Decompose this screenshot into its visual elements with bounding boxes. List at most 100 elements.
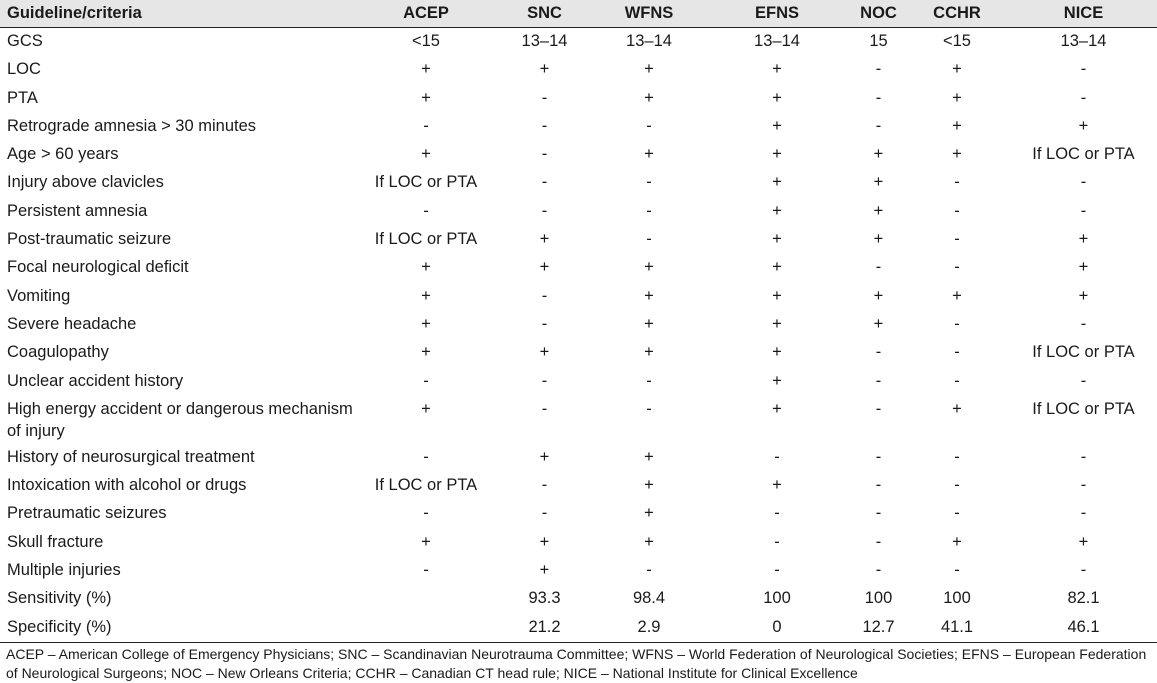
column-header: NOC: [853, 0, 904, 28]
column-header: EFNS: [701, 0, 853, 28]
table-cell: -: [954, 561, 960, 580]
table-cell: [360, 585, 492, 613]
table-cell: -: [541, 173, 548, 192]
table-cell: -: [875, 258, 882, 277]
table-row: Multiple injuries - + - - - - -: [0, 557, 1157, 585]
table-cell: +: [952, 399, 962, 418]
table-cell: -: [1080, 88, 1087, 107]
table-cell: -: [774, 447, 780, 466]
table-cell: +: [644, 447, 654, 466]
table-body: GCS <15 13–14 13–14 13–14 15 <15 13–14 LOC + + + + - +…: [0, 28, 1157, 643]
table-cell: -: [954, 447, 960, 466]
table-cell: -: [541, 314, 548, 333]
row-label: High energy accident or dangerous mechan…: [7, 399, 353, 440]
table-cell: 100: [943, 589, 971, 608]
table-cell: +: [539, 447, 550, 466]
table-cell: +: [772, 145, 782, 164]
table-cell: -: [954, 258, 960, 277]
table-cell: -: [646, 371, 652, 390]
header-row: Guideline/criteria ACEP SNC WFNS EFNS NO…: [0, 0, 1157, 28]
table-cell: +: [772, 60, 782, 79]
table-cell: +: [539, 343, 550, 362]
table-cell: -: [1080, 447, 1087, 466]
table-row: High energy accident or dangerous mechan…: [0, 396, 1157, 444]
table-row: PTA + - + + - + -: [0, 85, 1157, 113]
table-cell: -: [423, 447, 429, 466]
table-cell: -: [875, 343, 882, 362]
table-cell: 46.1: [1010, 613, 1157, 643]
table-cell: -: [1080, 476, 1087, 495]
table-row: Vomiting + - + + + + +: [0, 283, 1157, 311]
table-cell: -: [423, 561, 429, 580]
table-cell: +: [952, 286, 962, 305]
row-label: History of neurosurgical treatment: [7, 447, 255, 466]
table-cell: +: [644, 258, 654, 277]
table-cell: 13–14: [626, 32, 672, 50]
table-cell: 15: [869, 32, 888, 50]
table-cell: -: [954, 173, 960, 192]
row-label: Intoxication with alcohol or drugs: [7, 476, 247, 495]
table-cell: -: [875, 60, 882, 79]
table-cell: [360, 613, 492, 643]
column-header: WFNS: [597, 0, 701, 28]
row-label: LOC: [7, 60, 41, 79]
table-row: Specificity (%) 21.2 2.9 0 12.7 41.1 46.1: [0, 613, 1157, 643]
table-cell: 21.2: [492, 613, 597, 643]
table-cell: -: [1080, 504, 1087, 523]
table-row: Sensitivity (%) 93.3 98.4 100 100 100 82.1: [0, 585, 1157, 613]
table-cell: -: [875, 532, 882, 551]
table-cell: +: [421, 532, 431, 551]
table-cell: 93.3: [528, 589, 561, 608]
table-row: Age > 60 years + - + + + + If LOC or PTA: [0, 141, 1157, 169]
table-cell: -: [1080, 173, 1087, 192]
table-row: Retrograde amnesia > 30 minutes - - - + - + +: [0, 113, 1157, 141]
table-cell: +: [539, 60, 550, 79]
table-cell: +: [952, 60, 962, 79]
table-cell: +: [421, 258, 431, 277]
table-cell: -: [875, 371, 882, 390]
table-cell: -: [954, 504, 960, 523]
table-cell: -: [954, 230, 960, 249]
table-row: Unclear accident history - - - + - - -: [0, 368, 1157, 396]
table-cell: +: [772, 173, 782, 192]
table-cell: -: [541, 399, 548, 418]
table-cell: -: [954, 343, 960, 362]
table-cell: 12.7: [853, 613, 904, 643]
table-row: Focal neurological deficit + + + + - - +: [0, 254, 1157, 282]
table-cell: -: [1080, 314, 1087, 333]
table-cell: +: [772, 201, 782, 220]
table-cell: 82.1: [1067, 589, 1100, 608]
table-cell: -: [875, 116, 882, 135]
table-cell: +: [644, 504, 654, 523]
row-label: Sensitivity (%): [7, 589, 112, 608]
table-cell: -: [774, 561, 780, 580]
row-label: Vomiting: [7, 286, 71, 305]
table-cell: -: [541, 116, 548, 135]
row-label: Persistent amnesia: [7, 201, 148, 220]
table-cell: 98.4: [632, 589, 666, 608]
table-cell: +: [1078, 286, 1089, 305]
table-cell: +: [772, 314, 782, 333]
table-row: Persistent amnesia - - - + + - -: [0, 198, 1157, 226]
table-cell: +: [421, 60, 431, 79]
table-cell: -: [875, 561, 882, 580]
table-cell: -: [423, 116, 429, 135]
table-cell: -: [541, 88, 548, 107]
table-cell: +: [772, 286, 782, 305]
table-cell: +: [644, 88, 654, 107]
table-row: Intoxication with alcohol or drugs If LOC…: [0, 472, 1157, 500]
table-cell: +: [772, 399, 782, 418]
table-cell: -: [774, 504, 780, 523]
table-cell: If LOC or PTA: [374, 476, 478, 495]
column-header: Guideline/criteria: [0, 0, 360, 28]
table-cell: -: [646, 561, 652, 580]
table-cell: +: [772, 258, 782, 277]
table-cell: +: [539, 561, 550, 580]
table-cell: +: [644, 286, 654, 305]
table-cell: -: [423, 371, 429, 390]
table-cell: +: [952, 116, 962, 135]
row-label: Unclear accident history: [7, 371, 184, 390]
table-cell: -: [954, 314, 960, 333]
table-cell: -: [954, 476, 960, 495]
table-cell: -: [1080, 561, 1087, 580]
